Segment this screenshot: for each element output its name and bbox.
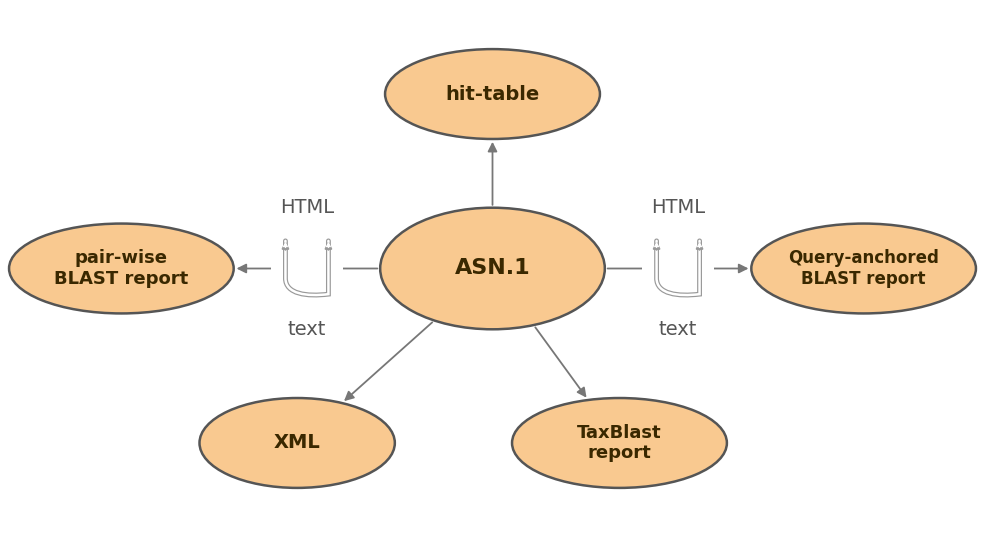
FancyBboxPatch shape <box>271 233 343 292</box>
Text: HTML: HTML <box>651 198 705 217</box>
Ellipse shape <box>9 223 233 314</box>
Text: Query-anchored
BLAST report: Query-anchored BLAST report <box>788 249 939 288</box>
Ellipse shape <box>380 208 605 329</box>
Text: pair-wise
BLAST report: pair-wise BLAST report <box>54 249 188 288</box>
Text: HTML: HTML <box>280 198 334 217</box>
Text: XML: XML <box>274 433 320 453</box>
Ellipse shape <box>752 223 976 314</box>
Ellipse shape <box>385 49 600 139</box>
Text: hit-table: hit-table <box>445 84 540 104</box>
Text: TaxBlast
report: TaxBlast report <box>577 424 662 462</box>
Text: text: text <box>288 320 326 339</box>
FancyBboxPatch shape <box>642 233 714 292</box>
Text: ASN.1: ASN.1 <box>455 258 530 279</box>
Ellipse shape <box>200 398 395 488</box>
Ellipse shape <box>512 398 727 488</box>
Text: text: text <box>659 320 697 339</box>
